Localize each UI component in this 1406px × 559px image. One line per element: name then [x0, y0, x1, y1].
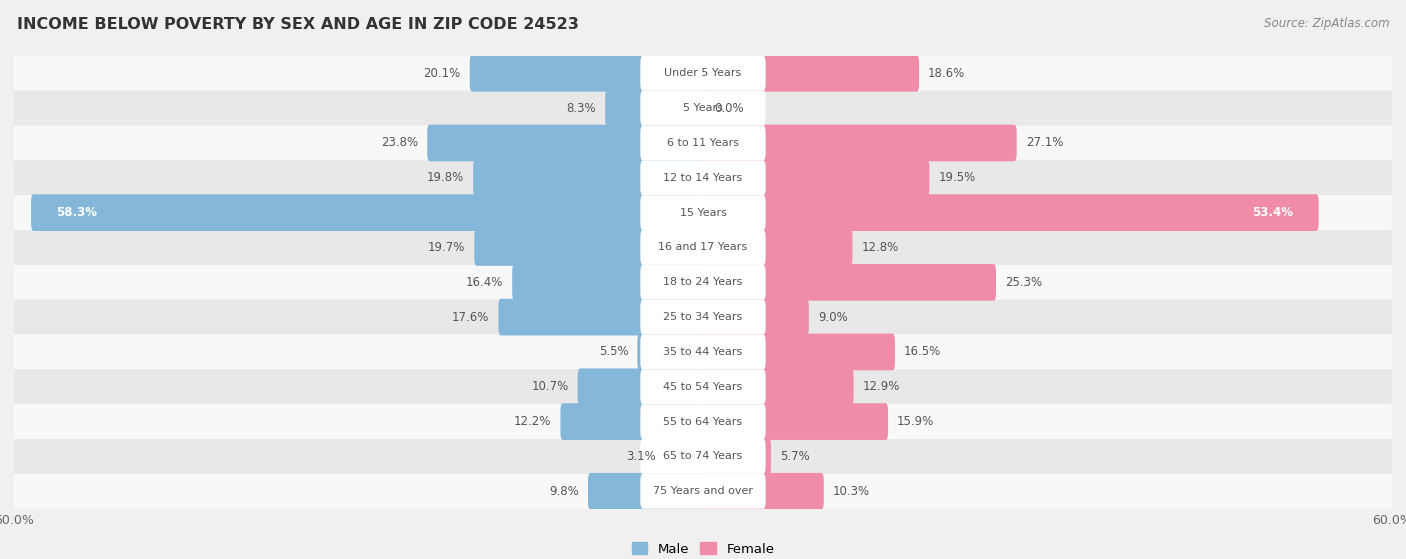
FancyBboxPatch shape [640, 334, 766, 369]
FancyBboxPatch shape [14, 404, 1392, 439]
FancyBboxPatch shape [640, 195, 766, 230]
Text: 10.3%: 10.3% [832, 485, 870, 498]
FancyBboxPatch shape [640, 439, 766, 474]
Text: 20.1%: 20.1% [423, 67, 461, 80]
FancyBboxPatch shape [640, 230, 766, 265]
Text: 25.3%: 25.3% [1005, 276, 1042, 289]
Text: 53.4%: 53.4% [1253, 206, 1294, 219]
FancyBboxPatch shape [665, 438, 706, 475]
FancyBboxPatch shape [14, 369, 1392, 404]
Text: 19.7%: 19.7% [427, 241, 465, 254]
FancyBboxPatch shape [640, 369, 766, 404]
Text: 16.4%: 16.4% [465, 276, 503, 289]
Text: 17.6%: 17.6% [453, 311, 489, 324]
FancyBboxPatch shape [470, 55, 706, 92]
FancyBboxPatch shape [14, 160, 1392, 195]
FancyBboxPatch shape [640, 300, 766, 335]
Text: 18.6%: 18.6% [928, 67, 966, 80]
FancyBboxPatch shape [578, 368, 706, 405]
FancyBboxPatch shape [14, 265, 1392, 300]
Text: 9.8%: 9.8% [550, 485, 579, 498]
FancyBboxPatch shape [637, 334, 706, 370]
FancyBboxPatch shape [14, 474, 1392, 509]
Text: 27.1%: 27.1% [1025, 136, 1063, 149]
Text: 19.5%: 19.5% [938, 171, 976, 184]
Text: 3.1%: 3.1% [626, 450, 657, 463]
FancyBboxPatch shape [700, 55, 920, 92]
Text: Under 5 Years: Under 5 Years [665, 68, 741, 78]
FancyBboxPatch shape [700, 438, 770, 475]
FancyBboxPatch shape [605, 90, 706, 126]
FancyBboxPatch shape [640, 56, 766, 91]
FancyBboxPatch shape [14, 230, 1392, 265]
Text: 6 to 11 Years: 6 to 11 Years [666, 138, 740, 148]
Text: 15.9%: 15.9% [897, 415, 935, 428]
Text: 12 to 14 Years: 12 to 14 Years [664, 173, 742, 183]
Text: 45 to 54 Years: 45 to 54 Years [664, 382, 742, 392]
Text: 35 to 44 Years: 35 to 44 Years [664, 347, 742, 357]
Text: 58.3%: 58.3% [56, 206, 97, 219]
Text: 0.0%: 0.0% [714, 102, 744, 115]
Text: 18 to 24 Years: 18 to 24 Years [664, 277, 742, 287]
FancyBboxPatch shape [700, 334, 896, 370]
FancyBboxPatch shape [474, 229, 706, 266]
FancyBboxPatch shape [640, 265, 766, 300]
FancyBboxPatch shape [512, 264, 706, 301]
FancyBboxPatch shape [700, 299, 808, 335]
FancyBboxPatch shape [700, 125, 1017, 162]
Text: 16 and 17 Years: 16 and 17 Years [658, 243, 748, 253]
FancyBboxPatch shape [14, 91, 1392, 126]
FancyBboxPatch shape [700, 473, 824, 510]
Text: 10.7%: 10.7% [531, 380, 568, 394]
Text: 16.5%: 16.5% [904, 345, 941, 358]
FancyBboxPatch shape [561, 403, 706, 440]
Text: 9.0%: 9.0% [818, 311, 848, 324]
Text: 12.9%: 12.9% [863, 380, 900, 394]
FancyBboxPatch shape [700, 229, 852, 266]
FancyBboxPatch shape [427, 125, 706, 162]
Text: 25 to 34 Years: 25 to 34 Years [664, 312, 742, 322]
Text: INCOME BELOW POVERTY BY SEX AND AGE IN ZIP CODE 24523: INCOME BELOW POVERTY BY SEX AND AGE IN Z… [17, 17, 579, 32]
Text: 65 to 74 Years: 65 to 74 Years [664, 452, 742, 461]
Text: 23.8%: 23.8% [381, 136, 418, 149]
FancyBboxPatch shape [14, 126, 1392, 160]
FancyBboxPatch shape [14, 300, 1392, 334]
FancyBboxPatch shape [474, 159, 706, 196]
FancyBboxPatch shape [640, 404, 766, 439]
Text: 12.2%: 12.2% [515, 415, 551, 428]
Legend: Male, Female: Male, Female [626, 537, 780, 559]
FancyBboxPatch shape [640, 474, 766, 509]
FancyBboxPatch shape [700, 368, 853, 405]
FancyBboxPatch shape [640, 91, 766, 126]
FancyBboxPatch shape [640, 160, 766, 195]
FancyBboxPatch shape [700, 195, 1319, 231]
FancyBboxPatch shape [498, 299, 706, 335]
FancyBboxPatch shape [588, 473, 706, 510]
Text: 75 Years and over: 75 Years and over [652, 486, 754, 496]
Text: 15 Years: 15 Years [679, 207, 727, 217]
FancyBboxPatch shape [640, 126, 766, 160]
Text: 5 Years: 5 Years [683, 103, 723, 113]
Text: 5.7%: 5.7% [780, 450, 810, 463]
FancyBboxPatch shape [31, 195, 706, 231]
FancyBboxPatch shape [700, 264, 995, 301]
Text: Source: ZipAtlas.com: Source: ZipAtlas.com [1264, 17, 1389, 30]
Text: 12.8%: 12.8% [862, 241, 898, 254]
FancyBboxPatch shape [700, 159, 929, 196]
FancyBboxPatch shape [14, 334, 1392, 369]
FancyBboxPatch shape [14, 195, 1392, 230]
Text: 55 to 64 Years: 55 to 64 Years [664, 416, 742, 427]
FancyBboxPatch shape [14, 56, 1392, 91]
FancyBboxPatch shape [700, 403, 889, 440]
Text: 5.5%: 5.5% [599, 345, 628, 358]
Text: 8.3%: 8.3% [567, 102, 596, 115]
FancyBboxPatch shape [14, 439, 1392, 474]
Text: 19.8%: 19.8% [427, 171, 464, 184]
